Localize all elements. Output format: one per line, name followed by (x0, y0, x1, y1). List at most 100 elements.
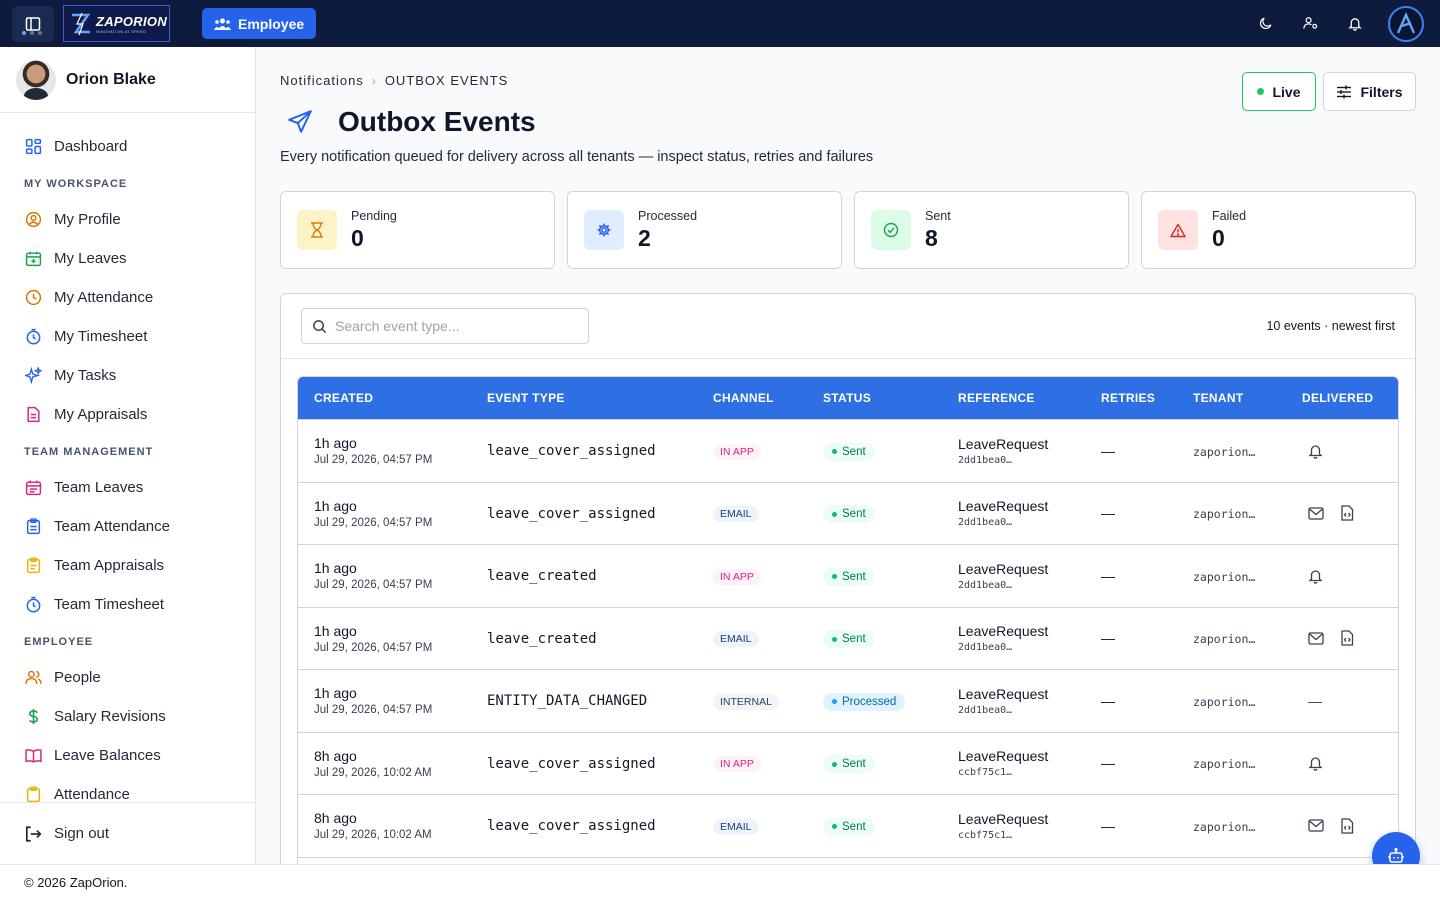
sidebar-item-label: My Attendance (54, 289, 154, 306)
column-header-retries[interactable]: RETRIES (1085, 377, 1177, 419)
sidebar-item-leave-balances[interactable]: Leave Balances (0, 736, 255, 775)
sidebar-item-salary-revisions[interactable]: Salary Revisions (0, 697, 255, 736)
table-row[interactable]: 1h ago Jul 29, 2026, 04:57 PM leave_create… (298, 544, 1398, 607)
sidebar-item-people[interactable]: People (0, 658, 255, 697)
tenant-value: zaporion… (1193, 757, 1256, 772)
status-label: Sent (842, 508, 866, 520)
events-table-wrapper: CREATED EVENT TYPE CHANNEL STATUS REFERE… (297, 376, 1399, 864)
delivered-icons (1302, 755, 1398, 771)
timer-icon (24, 596, 42, 614)
clipboard-list-icon (24, 557, 42, 575)
search-input[interactable] (335, 318, 575, 334)
table-body: 1h ago Jul 29, 2026, 04:57 PM leave_cover_… (298, 419, 1398, 864)
breadcrumb-notifications[interactable]: Notifications (280, 73, 364, 88)
live-toggle-button[interactable]: Live (1242, 72, 1316, 111)
table-row[interactable] (298, 856, 1398, 865)
sidebar-item-team-leaves[interactable]: Team Leaves (0, 468, 255, 507)
notifications-button[interactable] (1345, 13, 1365, 33)
top-bar: ZAPORION INNOVATION AT SPEED Employee (0, 0, 1440, 47)
sidebar: Orion Blake Dashboard MY WORKSPACE My Pr… (0, 47, 256, 864)
sidebar-item-my-timesheet[interactable]: My Timesheet (0, 317, 255, 356)
table-row[interactable]: 1h ago Jul 29, 2026, 04:57 PM ENTITY_DATA_… (298, 669, 1398, 732)
status-badge: Processed (823, 692, 906, 711)
sidebar-item-my-leaves[interactable]: My Leaves (0, 239, 255, 278)
mail-icon (1308, 819, 1324, 832)
sidebar-nav: Dashboard MY WORKSPACE My Profile My Lea… (0, 113, 255, 802)
reference-type: LeaveRequest (958, 435, 1049, 452)
sidebar-item-my-appraisals[interactable]: My Appraisals (0, 395, 255, 434)
sidebar-toggle-button[interactable] (12, 6, 54, 42)
cell-status: Sent (807, 606, 942, 670)
created-relative: 1h ago (314, 435, 357, 452)
cell-tenant: zaporion… (1177, 544, 1286, 607)
sidebar-item-label: Leave Balances (54, 747, 161, 764)
cell-created: 1h ago Jul 29, 2026, 04:57 PM (298, 669, 471, 732)
clipboard-icon (24, 518, 42, 536)
role-switch-button[interactable]: Employee (202, 8, 317, 39)
tenant-value: zaporion… (1193, 694, 1256, 709)
stat-label: Pending (351, 208, 397, 223)
created-timestamp: Jul 29, 2026, 04:57 PM (314, 641, 433, 654)
sidebar-item-team-timesheet[interactable]: Team Timesheet (0, 585, 255, 624)
file-text-icon (24, 406, 42, 424)
sidebar-item-team-appraisals[interactable]: Team Appraisals (0, 546, 255, 585)
sidebar-item-label: My Profile (54, 211, 121, 228)
event-type-code: leave_created (487, 568, 597, 585)
sidebar-item-my-tasks[interactable]: My Tasks (0, 356, 255, 395)
sidebar-item-team-attendance[interactable]: Team Attendance (0, 507, 255, 546)
table-row[interactable]: 1h ago Jul 29, 2026, 04:57 PM leave_cover_… (298, 481, 1398, 545)
clock-icon (24, 289, 42, 307)
cell-created: 1h ago Jul 29, 2026, 04:57 PM (298, 481, 471, 545)
book-open-icon (24, 747, 42, 765)
channel-badge: EMAIL (713, 631, 759, 648)
clipboard-icon (24, 786, 42, 802)
user-name: Orion Blake (66, 70, 156, 88)
cell-retries: — (1085, 794, 1177, 857)
cell-delivered (1286, 419, 1398, 482)
users-icon (214, 18, 231, 30)
reference-type: LeaveRequest (958, 685, 1049, 702)
filters-button[interactable]: Filters (1323, 72, 1416, 111)
column-header-event-type[interactable]: EVENT TYPE (471, 377, 697, 419)
grid-icon (24, 138, 42, 156)
live-label: Live (1272, 83, 1301, 100)
column-header-tenant[interactable]: TENANT (1177, 377, 1286, 419)
column-header-channel[interactable]: CHANNEL (697, 377, 807, 419)
cell-tenant: zaporion… (1177, 481, 1286, 545)
sidebar-item-my-attendance[interactable]: My Attendance (0, 278, 255, 317)
theme-toggle-button[interactable] (1256, 13, 1276, 33)
reference-type: LeaveRequest (958, 748, 1049, 765)
table-row[interactable]: 1h ago Jul 29, 2026, 04:57 PM leave_cover_… (298, 419, 1398, 482)
brand-logo[interactable]: ZAPORION INNOVATION AT SPEED (63, 5, 170, 42)
event-type-code: ENTITY_DATA_CHANGED (487, 693, 648, 710)
avatar (16, 59, 56, 100)
created-timestamp: Jul 29, 2026, 10:02 AM (314, 766, 432, 779)
retries-value: — (1101, 567, 1115, 584)
panel-icon (25, 17, 41, 31)
table-row[interactable]: 8h ago Jul 29, 2026, 10:02 AM leave_cover_… (298, 794, 1398, 857)
column-header-delivered[interactable]: DELIVERED (1286, 377, 1398, 419)
sidebar-item-my-profile[interactable]: My Profile (0, 200, 255, 239)
column-header-created[interactable]: CREATED (298, 377, 471, 419)
sidebar-item-label: Team Timesheet (54, 596, 165, 613)
sign-out-button[interactable]: Sign out (0, 802, 255, 864)
sidebar-item-attendance[interactable]: Attendance (0, 775, 255, 802)
mail-icon (1308, 507, 1324, 520)
table-row[interactable]: 1h ago Jul 29, 2026, 04:57 PM leave_create… (298, 606, 1398, 670)
account-avatar[interactable] (1388, 6, 1424, 42)
retries-value: — (1101, 505, 1115, 522)
channel-badge: EMAIL (713, 818, 759, 835)
sidebar-item-dashboard[interactable]: Dashboard (0, 127, 255, 166)
user-settings-button[interactable] (1300, 13, 1320, 33)
cell-delivered (1286, 544, 1398, 607)
table-row[interactable]: 8h ago Jul 29, 2026, 10:02 AM leave_cover_… (298, 731, 1398, 795)
column-header-reference[interactable]: REFERENCE (942, 377, 1085, 419)
column-header-status[interactable]: STATUS (807, 377, 942, 419)
cell-created: 1h ago Jul 29, 2026, 04:57 PM (298, 419, 471, 482)
cell-delivered (1286, 606, 1398, 670)
user-profile-card[interactable]: Orion Blake (0, 47, 255, 113)
search-box[interactable] (301, 308, 589, 344)
reference-type: LeaveRequest (958, 560, 1049, 577)
event-type-code: leave_cover_assigned (487, 818, 656, 835)
status-label: Sent (842, 758, 866, 770)
